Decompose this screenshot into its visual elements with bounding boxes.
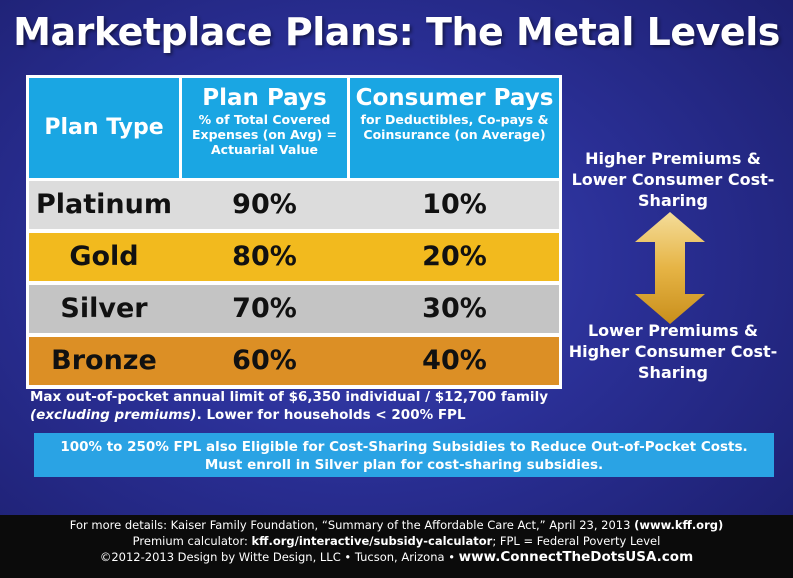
subsidy-line-2: Must enroll in Silver plan for cost-shar… — [204, 457, 604, 473]
header-consumer-pays-sublabel: for Deductibles, Co-pays & Coinsurance (… — [360, 112, 549, 142]
subsidy-banner: 100% to 250% FPL also Eligible for Cost-… — [34, 433, 774, 477]
note-rest: . Lower for households < 200% FPL — [196, 407, 466, 423]
header-plan-pays-label: Plan Pays — [202, 85, 327, 111]
footer-calculator: Premium calculator: kff.org/interactive/… — [0, 533, 793, 549]
website-link[interactable]: www.ConnectTheDotsUSA.com — [458, 549, 694, 565]
row-consumer-pays: 30% — [422, 293, 487, 324]
table-row-silver: Silver 70% 30% — [29, 285, 559, 333]
note-line-1: Max out-of-pocket annual limit of $6,350… — [30, 389, 548, 405]
table-row-platinum: Platinum 90% 10% — [29, 181, 559, 229]
row-plan-name: Bronze — [51, 345, 157, 376]
double-arrow-icon — [635, 212, 705, 324]
header-plan-type-label: Plan Type — [44, 115, 164, 140]
footer-calc-prefix: Premium calculator: — [132, 534, 252, 548]
table-row-gold: Gold 80% 20% — [29, 233, 559, 281]
page-title: Marketplace Plans: The Metal Levels — [13, 10, 780, 54]
calculator-link[interactable]: kff.org/interactive/subsidy-calculator — [251, 534, 493, 548]
header-plan-pays: Plan Pays % of Total Covered Expenses (o… — [182, 78, 347, 178]
metal-levels-table: Plan Type Plan Pays % of Total Covered E… — [26, 75, 562, 389]
subsidy-line-1: 100% to 250% FPL also Eligible for Cost-… — [60, 439, 748, 455]
footer: For more details: Kaiser Family Foundati… — [0, 515, 793, 578]
row-plan-name: Gold — [69, 241, 139, 272]
table-row-bronze: Bronze 60% 40% — [29, 337, 559, 385]
row-plan-name: Platinum — [35, 189, 172, 220]
note-line-2: (excluding premiums). Lower for househol… — [30, 406, 570, 424]
lower-premiums-label: Lower Premiums & Higher Consumer Cost-Sh… — [568, 321, 778, 382]
row-plan-name: Silver — [60, 293, 148, 324]
row-consumer-pays: 20% — [422, 241, 487, 272]
row-plan-pays: 60% — [232, 345, 297, 376]
row-consumer-pays: 40% — [422, 345, 487, 376]
header-consumer-pays: Consumer Pays for Deductibles, Co-pays &… — [350, 78, 559, 178]
row-plan-pays: 70% — [232, 293, 297, 324]
footer-calc-suffix: ; FPL = Federal Poverty Level — [492, 534, 661, 548]
header-consumer-pays-label: Consumer Pays — [355, 85, 554, 111]
kff-link[interactable]: (www.kff.org) — [634, 518, 724, 532]
note-italic: (excluding premiums) — [30, 407, 197, 423]
higher-premiums-label: Higher Premiums & Lower Consumer Cost-Sh… — [571, 149, 775, 210]
footer-details: For more details: Kaiser Family Foundati… — [0, 517, 793, 533]
out-of-pocket-note: Max out-of-pocket annual limit of $6,350… — [30, 388, 570, 424]
row-plan-pays: 80% — [232, 241, 297, 272]
header-plan-type: Plan Type — [29, 78, 179, 178]
footer-details-text: For more details: Kaiser Family Foundati… — [69, 518, 635, 532]
copyright-text: ©2012-2013 Design by Witte Design, LLC •… — [99, 550, 459, 564]
row-consumer-pays: 10% — [422, 189, 487, 220]
header-plan-pays-sublabel: % of Total Covered Expenses (on Avg) = A… — [191, 112, 338, 157]
row-plan-pays: 90% — [232, 189, 297, 220]
footer-copyright: ©2012-2013 Design by Witte Design, LLC •… — [0, 549, 793, 565]
